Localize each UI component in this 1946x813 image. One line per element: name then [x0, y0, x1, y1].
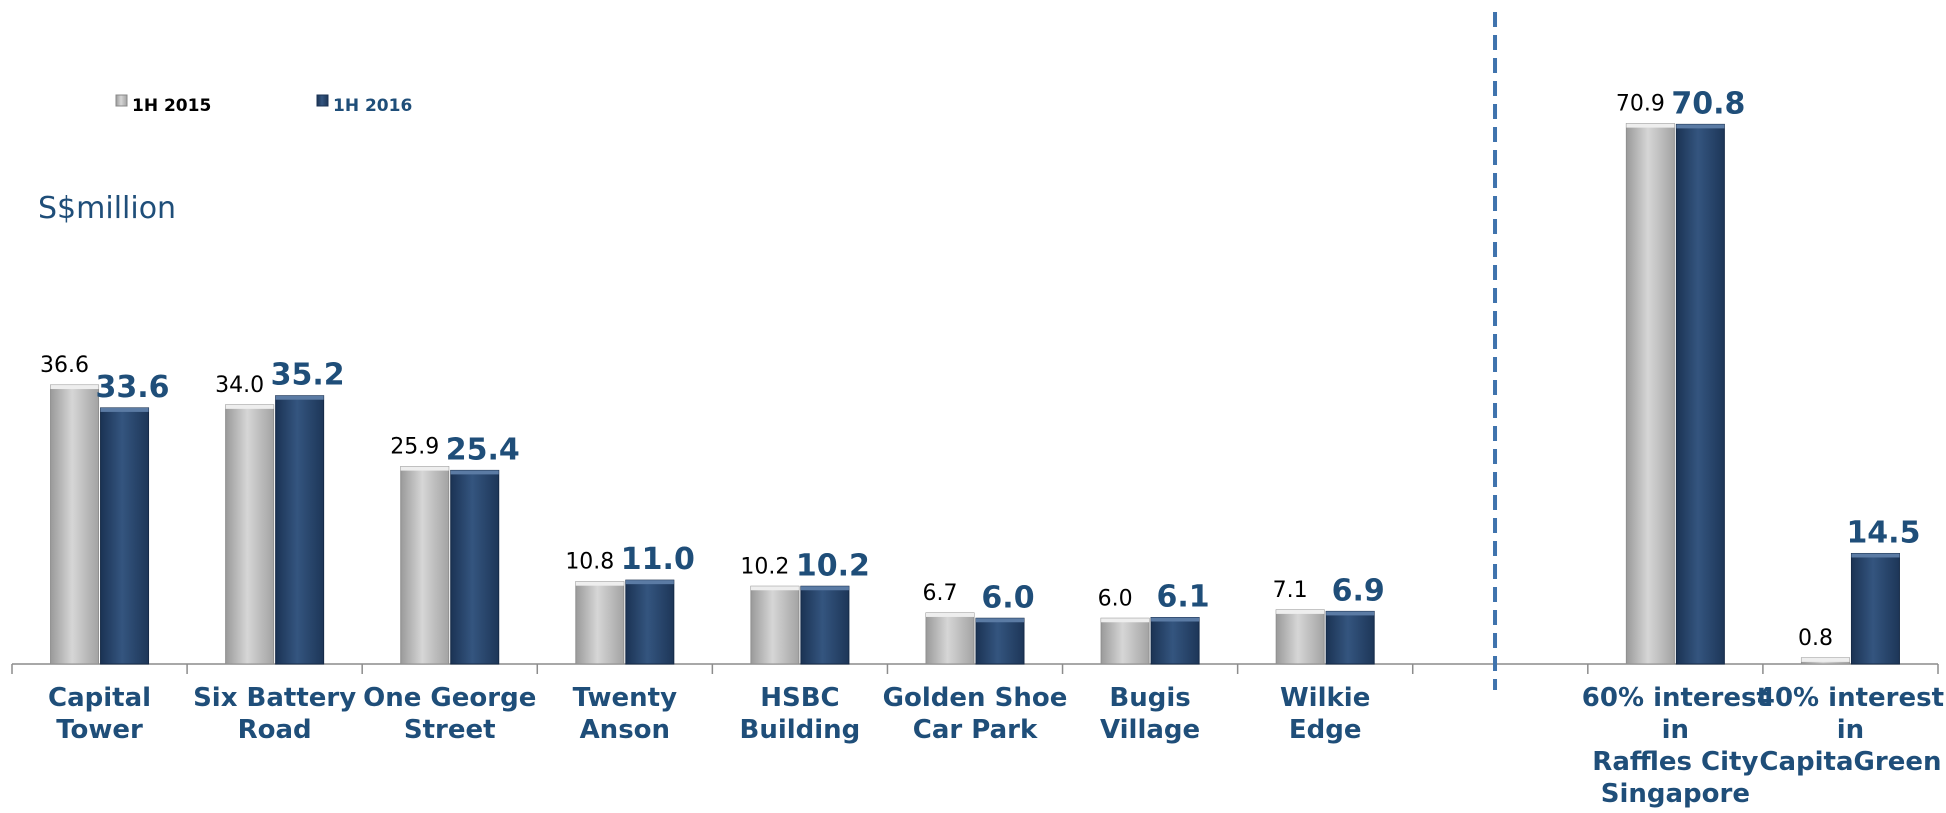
- category-label: Six Battery: [193, 683, 356, 713]
- bar-top-highlight: [625, 580, 674, 585]
- bar-top-highlight: [1676, 124, 1725, 129]
- data-label-1h2015: 10.2: [740, 554, 789, 579]
- data-label-1h2016: 35.2: [271, 358, 345, 393]
- bar-top-highlight: [750, 586, 799, 591]
- data-label-1h2016: 11.0: [621, 542, 695, 577]
- bar-top-highlight: [976, 618, 1024, 623]
- data-label-1h2015: 25.9: [390, 435, 439, 460]
- bar-top-highlight: [1626, 123, 1675, 128]
- data-label-1h2016: 10.2: [796, 548, 870, 583]
- bar-1h2015: [1100, 617, 1150, 665]
- category-label: Bugis: [1109, 683, 1190, 713]
- category-label: Tower: [56, 715, 143, 745]
- bar-1h2015: [50, 384, 100, 665]
- bar-top-highlight: [1151, 617, 1200, 622]
- bar-1h2016: [975, 617, 1025, 665]
- bar-1h2016: [625, 579, 675, 665]
- category-label: Road: [238, 715, 312, 745]
- category-label: Golden Shoe: [883, 683, 1068, 713]
- bar-1h2016: [1325, 610, 1375, 665]
- legend-label-1h2015: 1H 2015: [132, 96, 211, 116]
- bar-top-highlight: [1851, 553, 1900, 558]
- legend-swatch-1h2016: [316, 94, 329, 107]
- category-label: 60% interest: [1582, 683, 1769, 713]
- data-label-1h2016: 70.8: [1671, 86, 1745, 121]
- data-label-1h2015: 6.0: [1098, 586, 1133, 611]
- bar-top-highlight: [225, 404, 274, 409]
- data-label-1h2015: 0.8: [1798, 626, 1833, 651]
- bar-1h2016: [1150, 617, 1200, 665]
- legend-swatch-1h2015: [115, 94, 128, 107]
- bar-1h2016: [275, 395, 325, 665]
- category-label: Village: [1100, 715, 1200, 745]
- data-label-1h2016: 6.9: [1332, 573, 1385, 608]
- bar-1h2015: [1275, 609, 1325, 665]
- bar-top-highlight: [400, 466, 449, 471]
- bar-1h2015: [575, 581, 625, 665]
- category-label: 40% interest: [1757, 683, 1944, 713]
- bar-1h2015: [400, 466, 450, 665]
- bar-top-highlight: [1801, 657, 1850, 662]
- data-label-1h2016: 6.1: [1157, 580, 1210, 615]
- bar-top-highlight: [1101, 618, 1150, 623]
- unit-label: S$million: [38, 191, 176, 226]
- category-label: Capital: [48, 683, 151, 713]
- category-label: Building: [740, 715, 861, 745]
- bar-top-highlight: [100, 407, 149, 412]
- bar-1h2016: [800, 585, 850, 665]
- data-label-1h2015: 36.6: [40, 353, 89, 378]
- bar-top-highlight: [1326, 611, 1375, 616]
- category-label: One George: [363, 683, 536, 713]
- category-label: in: [1662, 715, 1689, 745]
- data-label-1h2016: 6.0: [981, 580, 1034, 615]
- bar-1h2016: [100, 407, 150, 665]
- bar-1h2015: [750, 585, 800, 665]
- bar-1h2015: [225, 404, 275, 665]
- data-label-1h2016: 14.5: [1846, 515, 1920, 550]
- data-label-1h2015: 34.0: [215, 373, 264, 398]
- bar-1h2015: [1625, 123, 1675, 665]
- bar-top-highlight: [1276, 609, 1325, 614]
- data-label-1h2015: 7.1: [1273, 578, 1308, 603]
- legend-label-1h2016: 1H 2016: [333, 96, 412, 116]
- bar-1h2016: [1675, 123, 1725, 665]
- bar-1h2015: [925, 612, 975, 665]
- category-label: HSBC: [760, 683, 839, 713]
- category-label: Wilkie: [1280, 683, 1370, 713]
- bar-top-highlight: [926, 612, 974, 617]
- data-label-1h2015: 6.7: [923, 581, 958, 606]
- bar-top-highlight: [450, 470, 499, 475]
- category-label: Twenty: [573, 683, 677, 713]
- bar-top-highlight: [800, 586, 849, 591]
- category-label: Edge: [1289, 715, 1362, 745]
- data-label-1h2015: 10.8: [565, 550, 614, 575]
- category-label: Anson: [580, 715, 670, 745]
- legend: 1H 2015 1H 2016: [115, 94, 412, 116]
- bar-1h2016: [450, 469, 500, 665]
- bar-top-highlight: [575, 581, 624, 586]
- data-label-1h2015: 70.9: [1616, 92, 1665, 117]
- bar-top-highlight: [50, 385, 99, 390]
- data-label-1h2016: 25.4: [446, 432, 520, 467]
- category-label: Car Park: [913, 715, 1038, 745]
- category-label: in: [1837, 715, 1864, 745]
- category-label: Raffles City: [1592, 747, 1758, 777]
- category-label: CapitaGreen: [1759, 747, 1941, 777]
- category-label: Street: [404, 715, 496, 745]
- data-label-1h2016: 33.6: [96, 370, 170, 405]
- category-label: Singapore: [1601, 779, 1750, 809]
- bar-1h2016: [1850, 552, 1900, 665]
- bar-top-highlight: [275, 395, 324, 400]
